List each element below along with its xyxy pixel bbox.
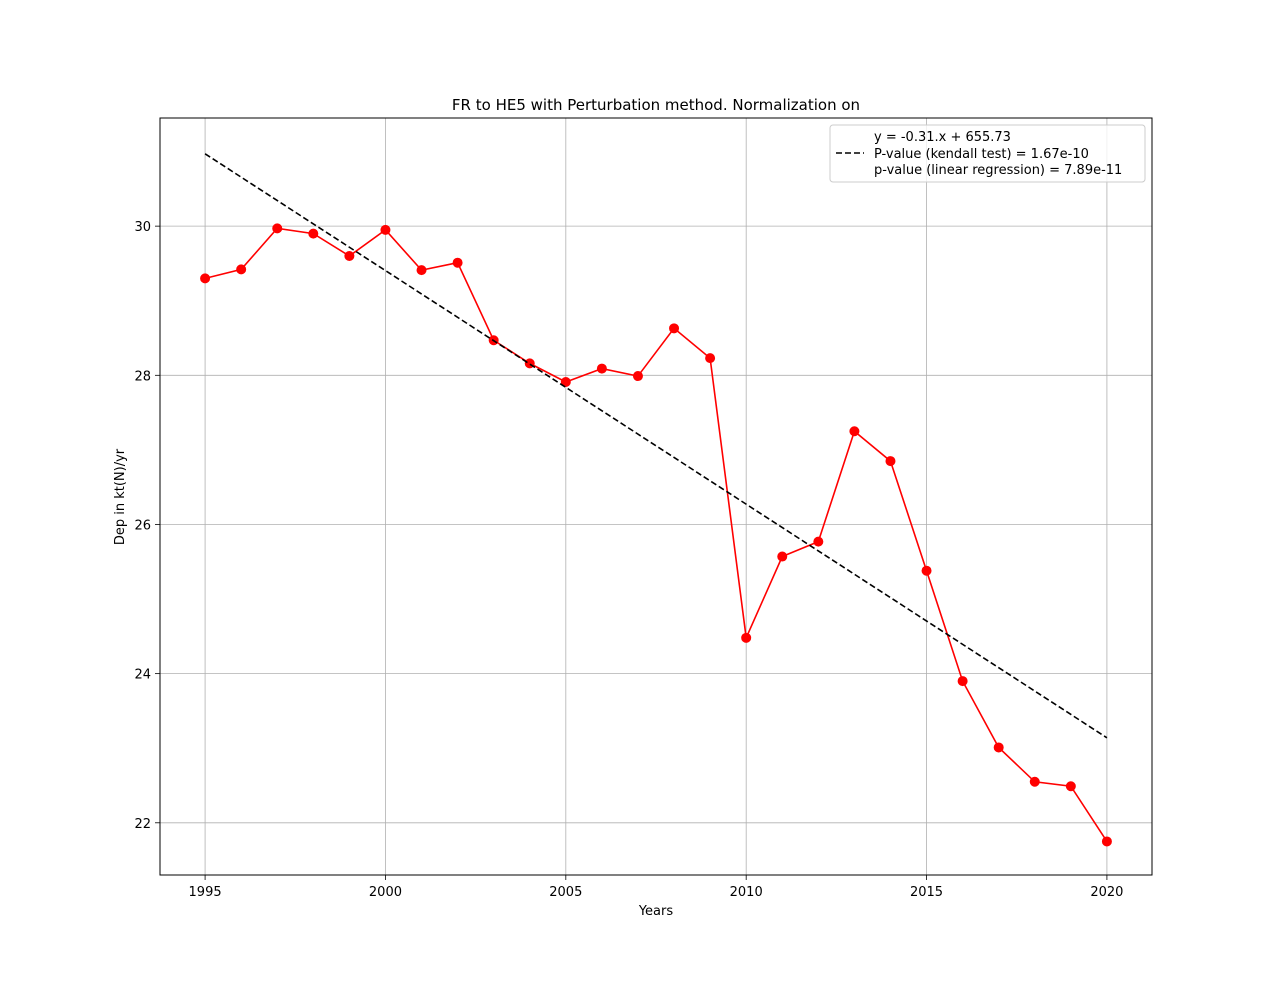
data-point [813, 536, 824, 547]
data-point [1029, 776, 1040, 787]
trend-line [204, 153, 1108, 739]
data-point [236, 264, 247, 275]
data-point [380, 224, 391, 235]
data-point [705, 353, 716, 364]
data-point [885, 456, 896, 467]
y-tick-label: 22 [134, 817, 151, 832]
legend: y = -0.31.x + 655.73 P-value (kendall te… [829, 124, 1146, 183]
data-point [272, 223, 283, 234]
series-layer [200, 153, 1112, 847]
grid [160, 118, 1152, 875]
x-tick-label: 2010 [730, 885, 763, 900]
x-tick-label: 2000 [369, 885, 402, 900]
data-point [344, 250, 355, 261]
data-point [632, 371, 643, 382]
x-tick-label: 1995 [189, 885, 222, 900]
data-point [308, 228, 319, 239]
data-point [596, 363, 607, 374]
data-point [741, 632, 752, 643]
y-axis-label: Dep in kt(N)/yr [113, 448, 128, 545]
chart-title: FR to HE5 with Perturbation method. Norm… [452, 96, 860, 114]
data-point [1065, 781, 1076, 792]
data-point [669, 323, 680, 334]
data-point [849, 426, 860, 437]
data-point [560, 377, 571, 388]
legend-entry-kendall: P-value (kendall test) = 1.67e-10 [874, 147, 1089, 162]
data-point [993, 742, 1004, 753]
data-point [200, 273, 211, 284]
legend-box [829, 124, 1146, 183]
data-point [416, 265, 427, 276]
x-axis: 1995 2000 2005 2010 2015 2020 [189, 875, 1123, 900]
x-tick-label: 2005 [549, 885, 582, 900]
x-axis-label: Years [638, 904, 674, 919]
data-point [1101, 836, 1112, 847]
plot-frame [159, 117, 1153, 876]
legend-entry-equation: y = -0.31.x + 655.73 [874, 130, 1011, 145]
y-tick-label: 26 [134, 518, 151, 533]
x-tick-label: 2015 [910, 885, 943, 900]
legend-entry-regression: p-value (linear regression) = 7.89e-11 [874, 163, 1122, 178]
data-point [777, 551, 788, 562]
y-tick-label: 30 [134, 220, 151, 235]
data-point [452, 257, 463, 268]
y-axis: 22 24 26 28 30 [134, 220, 160, 832]
x-tick-label: 2020 [1090, 885, 1123, 900]
data-point [957, 676, 968, 687]
series-line [204, 227, 1108, 842]
data-point [921, 565, 932, 576]
y-tick-label: 28 [134, 369, 151, 384]
y-tick-label: 24 [134, 668, 151, 683]
